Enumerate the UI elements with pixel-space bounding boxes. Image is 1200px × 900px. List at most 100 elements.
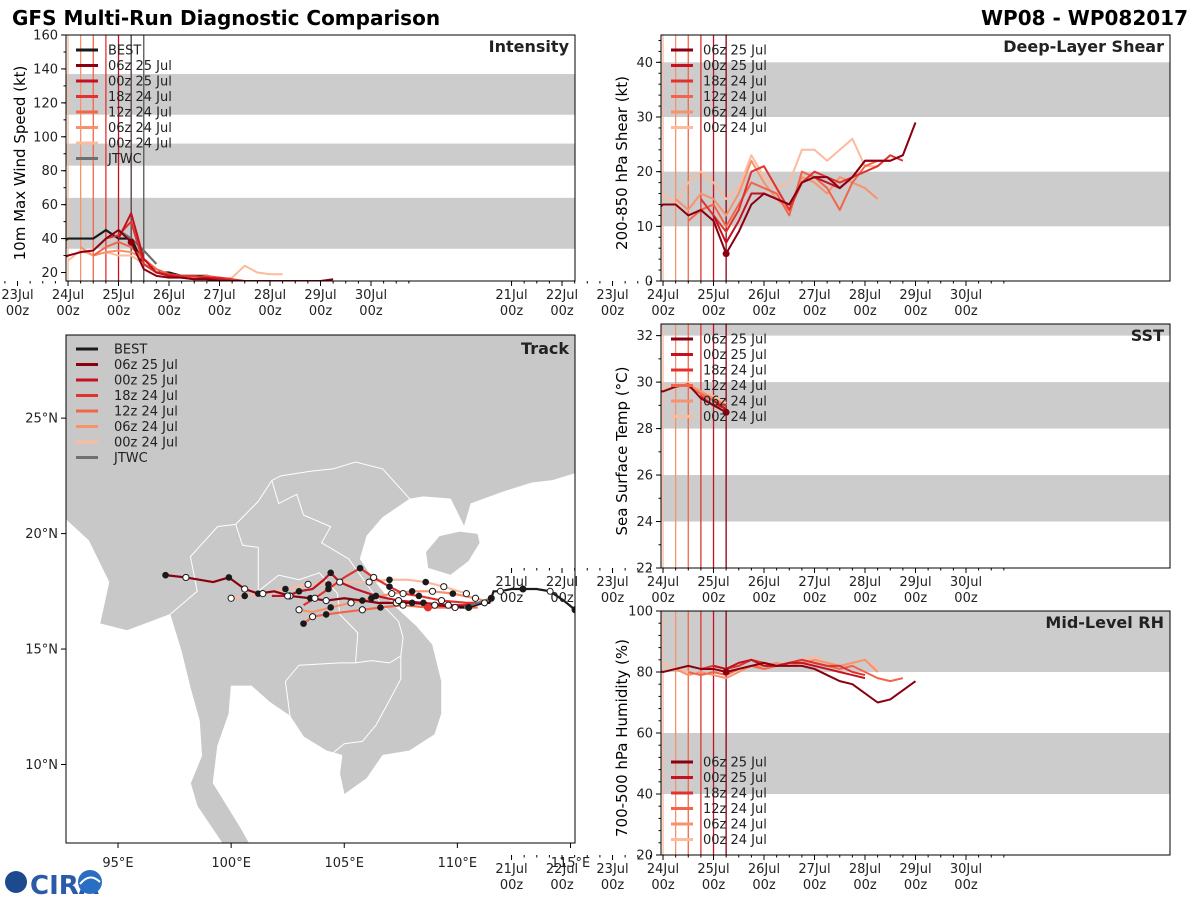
init-point-marker [722,408,730,416]
x-tick-day: 21Jul [495,862,527,877]
panel-title: Intensity [489,37,570,56]
x-tick-hour: 00z [702,878,726,893]
legend-label: 06z 24 Jul [703,395,767,410]
x-tick-label: 30Jul 00z [950,862,982,893]
lon-tick-label: 110°E [438,856,478,871]
y-tick-label: 100 [33,130,58,145]
track-halfday-marker [284,592,292,600]
x-tick-label: 23Jul 00z [596,288,628,319]
track-halfday-marker [444,601,452,609]
best-track-marker [487,594,495,602]
x-tick-day: 22Jul [546,288,578,303]
series-line-0 [661,661,917,704]
x-tick-label: 25Jul 00z [697,288,729,319]
track-halfday-marker [370,573,378,582]
x-tick-label: 30Jul 00z [950,288,982,319]
track-halfday-marker [394,596,403,605]
legend-label: 00z 25 Jul [108,75,172,90]
track-panel: 95°E 100°E 105°E 110°E 115°E 10°N 15°N 20°N 25°N… [25,334,591,871]
track-plot-area [66,335,575,843]
x-tick-day: 26Jul [748,288,780,303]
x-tick-label: 28Jul 00z [849,288,881,319]
x-tick-hour: 00z [752,591,776,606]
x-tick-hour: 00z [803,591,827,606]
track-daily-marker [408,599,416,607]
x-tick-label: 25Jul 00z [697,862,729,893]
x-tick-label: 29Jul 00z [899,575,931,606]
cira-logo: CIRA [5,870,102,900]
x-tick-label: 29Jul 00z [899,288,931,319]
y-axis-label: 700-500 hPa Humidity (%) [613,639,631,837]
x-tick-label: 21Jul 00z [495,575,527,606]
legend-label: 06z 24 Jul [108,121,172,136]
track-halfday-marker [399,590,407,598]
y-tick-label: 24 [636,515,653,530]
y-tick-label: 60 [41,198,58,213]
track-halfday-marker [451,603,459,612]
legend-label: 18z 24 Jul [703,75,767,90]
track-halfday-marker [462,590,471,598]
shaded-band [661,62,1170,117]
country-border [189,755,203,784]
track-frame [65,334,576,844]
track-halfday-marker [440,583,448,591]
x-tick-day: 25Jul [697,862,729,877]
best-track-marker [546,587,554,595]
series-line-1 [713,658,866,680]
y-tick-label: 20 [41,266,58,281]
track-daily-marker [322,611,330,618]
plot-area [661,35,1170,281]
y-tick-label: 140 [33,62,58,77]
x-tick-label: 26Jul 00z [748,288,780,319]
plot-area [661,324,1170,568]
legend-label: 00z 25 Jul [703,59,767,74]
x-tick-hour: 00z [904,591,928,606]
legend-label: 12z 24 Jul [108,106,172,121]
x-tick-hour: 00z [853,304,877,319]
track-daily-marker [422,578,429,586]
best-track-marker [519,585,527,593]
x-tick-hour: 00z [853,591,877,606]
track-legend-label: 00z 25 Jul [114,374,178,389]
track-halfday-marker [304,580,312,588]
plot-area [66,35,575,281]
legend-label: 12z 24 Jul [703,802,767,817]
mainland-landmass [66,335,575,843]
legend-label: 06z 25 Jul [703,756,767,771]
x-tick-label: 29Jul 00z [899,862,931,893]
x-tick-label: 22Jul 00z [546,288,578,319]
x-tick-hour: 00z [752,304,776,319]
track-daily-marker [282,585,289,593]
x-tick-hour: 00z [550,878,574,893]
x-tick-hour: 00z [651,304,675,319]
x-tick-hour: 00z [107,304,131,319]
x-tick-label: 21Jul 00z [495,288,527,319]
track-daily-marker [368,594,375,602]
series-line-5 [662,137,878,206]
x-tick-day: 26Jul [748,862,780,877]
x-tick-hour: 00z [157,304,181,319]
lon-tick-label: 100°E [211,856,251,871]
lon-tick-label: 115°E [551,856,591,871]
best-track-marker [496,587,504,595]
y-tick-label: 40 [41,232,58,247]
track-halfday-marker [399,601,407,609]
x-tick-label: 27Jul 00z [798,862,830,893]
y-tick-label: 100 [628,605,653,620]
y-tick-label: 28 [636,422,653,437]
legend-label: 00z 25 Jul [703,771,767,786]
legend-label: 06z 25 Jul [108,59,172,74]
track-daily-marker [225,574,233,581]
x-tick-hour: 00z [904,304,928,319]
y-tick-label: 80 [636,666,653,681]
track-daily-marker [162,571,169,579]
y-axis-label: 200-850 hPa Shear (kt) [613,76,631,250]
legend-label: 00z 24 Jul [108,137,172,152]
panel-title: SST [1131,326,1164,345]
track-legend-label: 00z 24 Jul [114,436,178,451]
country-border [235,524,359,717]
track-legend-label: 18z 24 Jul [114,389,178,404]
x-tick-day: 30Jul [950,862,982,877]
track-halfday-marker [428,587,437,595]
